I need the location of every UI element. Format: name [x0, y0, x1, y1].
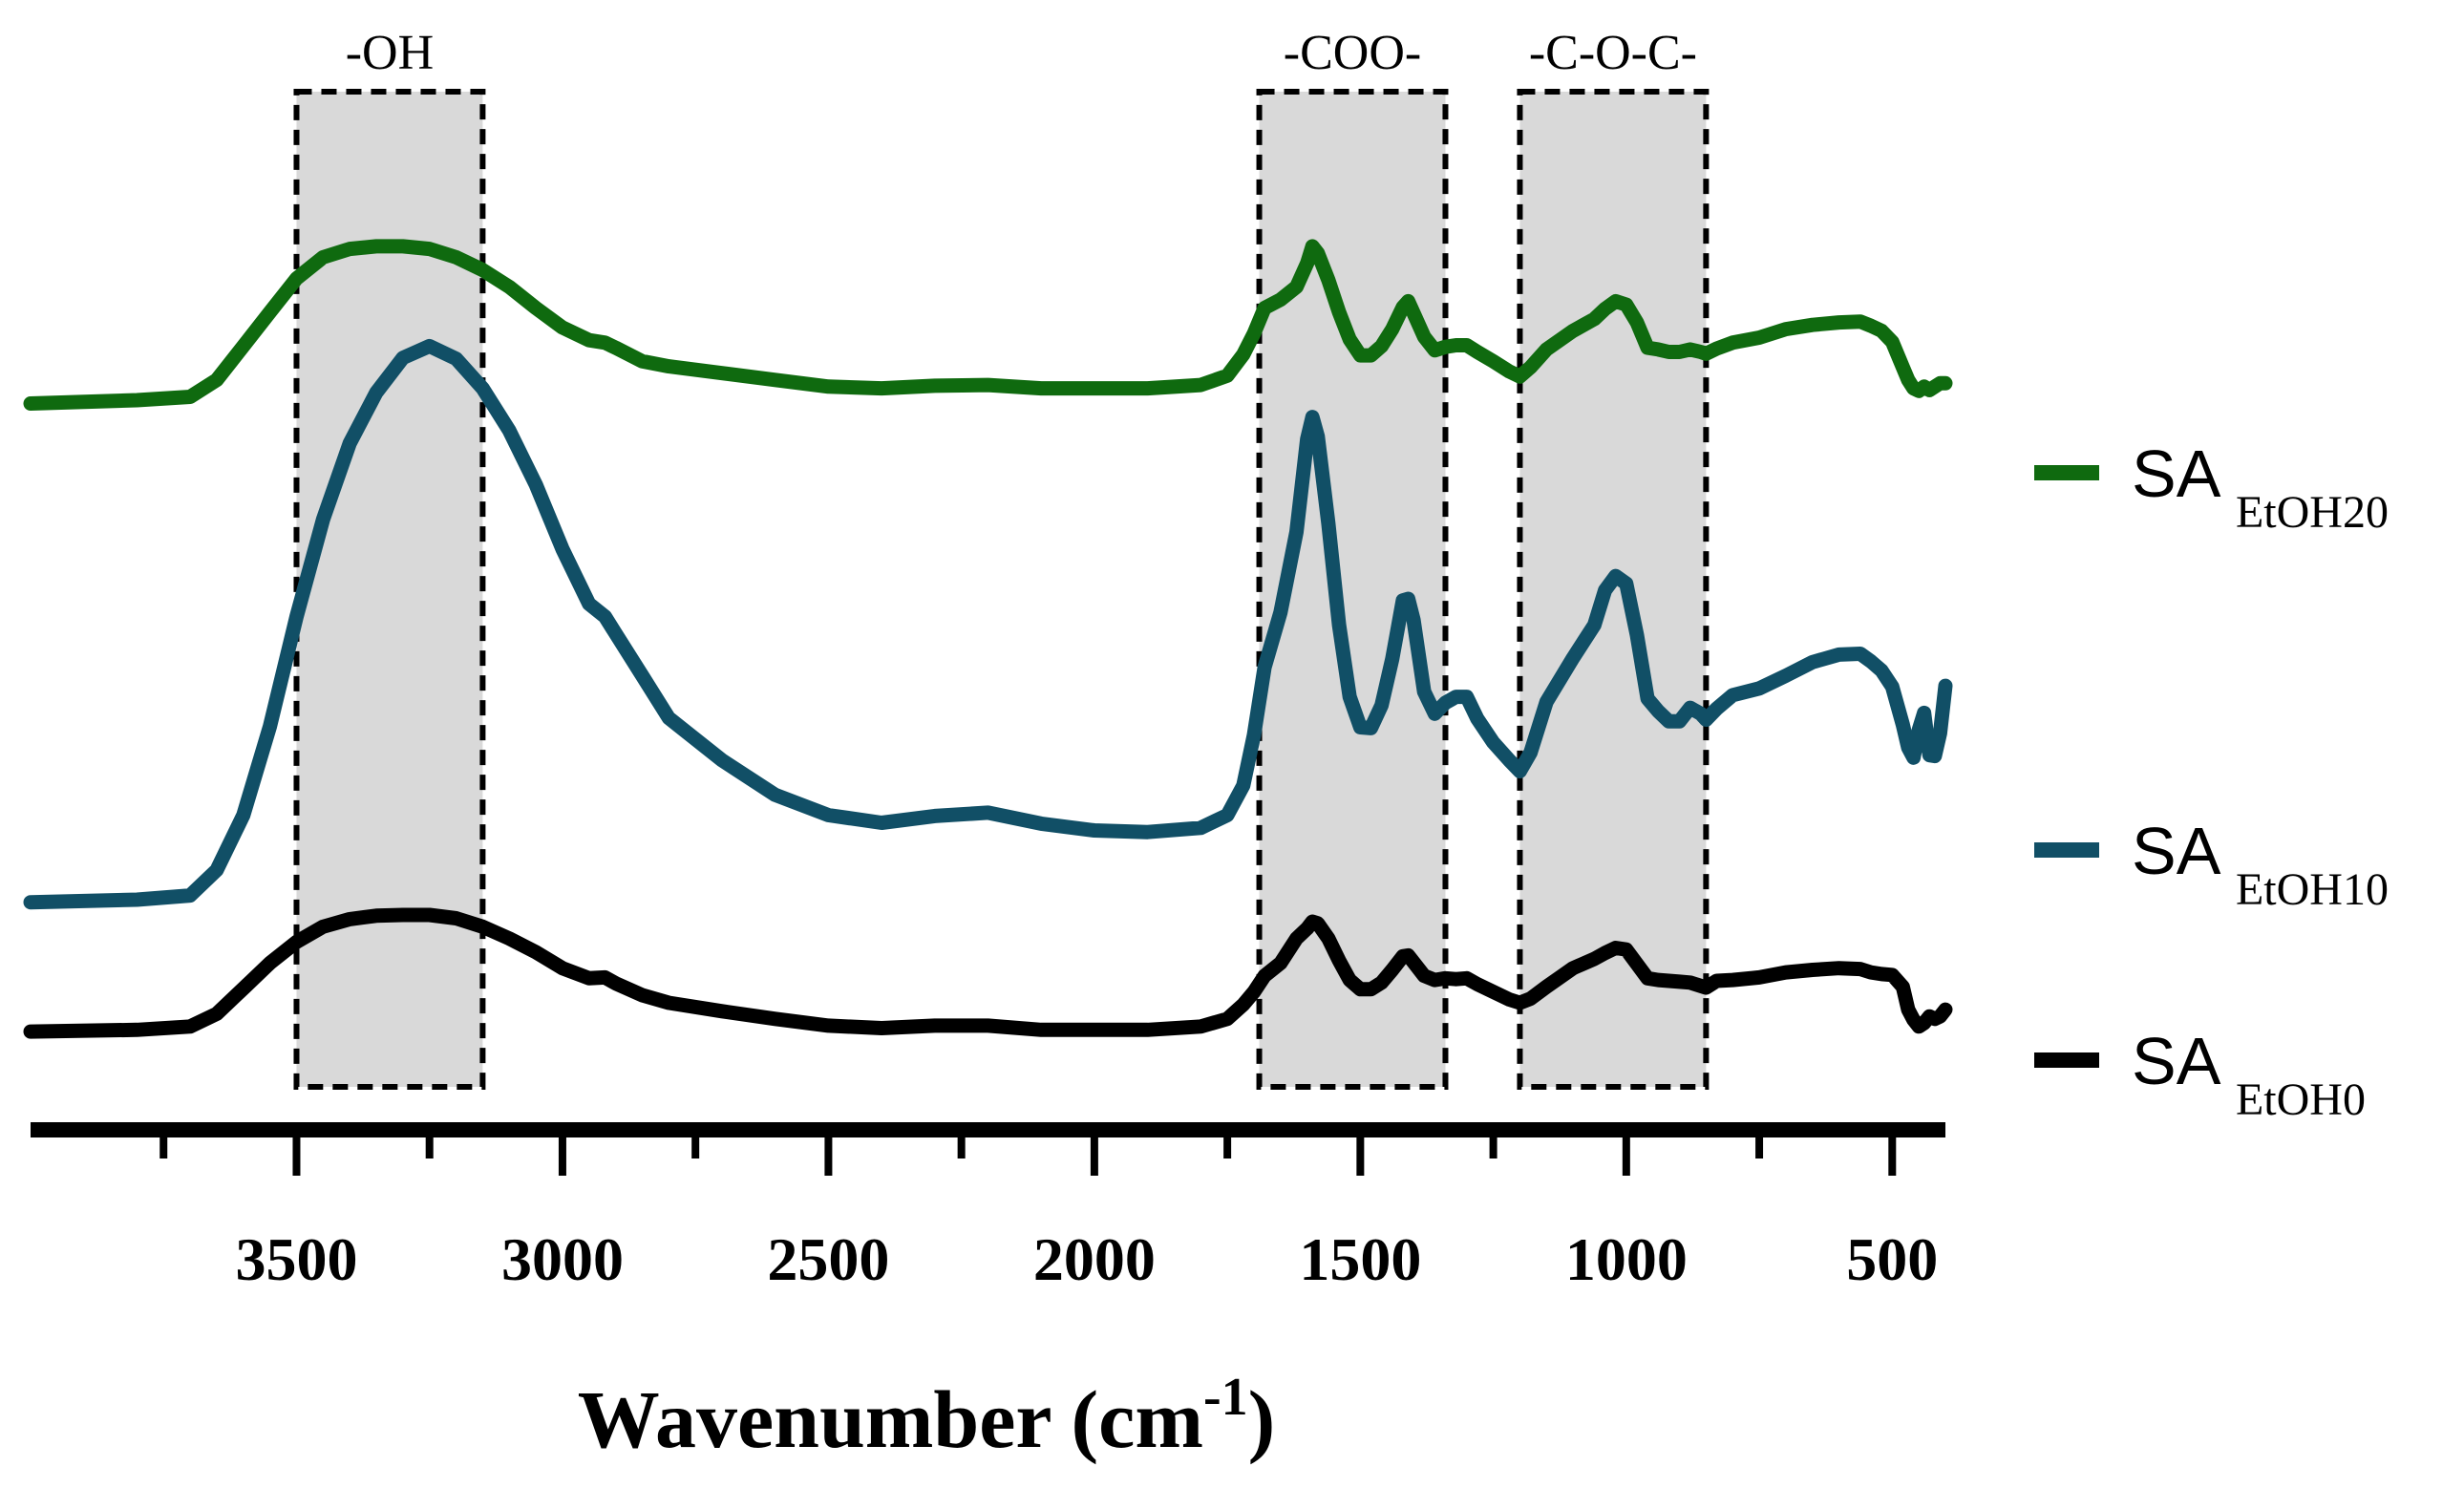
legend-label-etoh20: SA EtOH20	[2132, 436, 2389, 538]
legend-subscript: EtOH20	[2236, 487, 2389, 538]
x-tick-label: 2500	[767, 1225, 889, 1293]
x-tick-label: 2000	[1033, 1225, 1156, 1293]
highlight-bands: -OH -COO- -C-O-C-	[293, 26, 1710, 1090]
spectra-series	[23, 239, 1953, 1039]
x-axis: 3500 3000 2500 2000 1500 1000 500	[31, 1122, 1945, 1293]
legend-subscript: EtOH10	[2236, 864, 2389, 915]
legend-label-etoh0: SA EtOH0	[2132, 1024, 2366, 1125]
series-line-etoh10	[23, 338, 1953, 910]
legend-subscript: EtOH0	[2236, 1074, 2366, 1125]
band-label-2: -C-O-C-	[1529, 26, 1697, 80]
x-axis-title-text: Wavenumber (cm	[578, 1373, 1203, 1465]
series-line-etoh20	[23, 239, 1953, 411]
x-tick-label: 1000	[1565, 1225, 1688, 1293]
x-tick-label: 500	[1846, 1225, 1938, 1293]
legend: SA EtOH20 SA EtOH10 SA EtOH0	[2034, 436, 2389, 1125]
x-tick-label: 3000	[501, 1225, 624, 1293]
x-axis-title-close: )	[1248, 1373, 1276, 1465]
series-line-etoh0	[23, 907, 1953, 1039]
x-tick-label: 1500	[1299, 1225, 1421, 1293]
band-label-1: -COO-	[1284, 26, 1421, 80]
x-axis-title: Wavenumber (cm-1)	[578, 1368, 1276, 1465]
legend-label-etoh10: SA EtOH10	[2132, 814, 2389, 915]
x-tick-label: 3500	[235, 1225, 357, 1293]
x-axis-title-superscript: -1	[1203, 1368, 1248, 1427]
band-label-0: -OH	[346, 26, 434, 80]
